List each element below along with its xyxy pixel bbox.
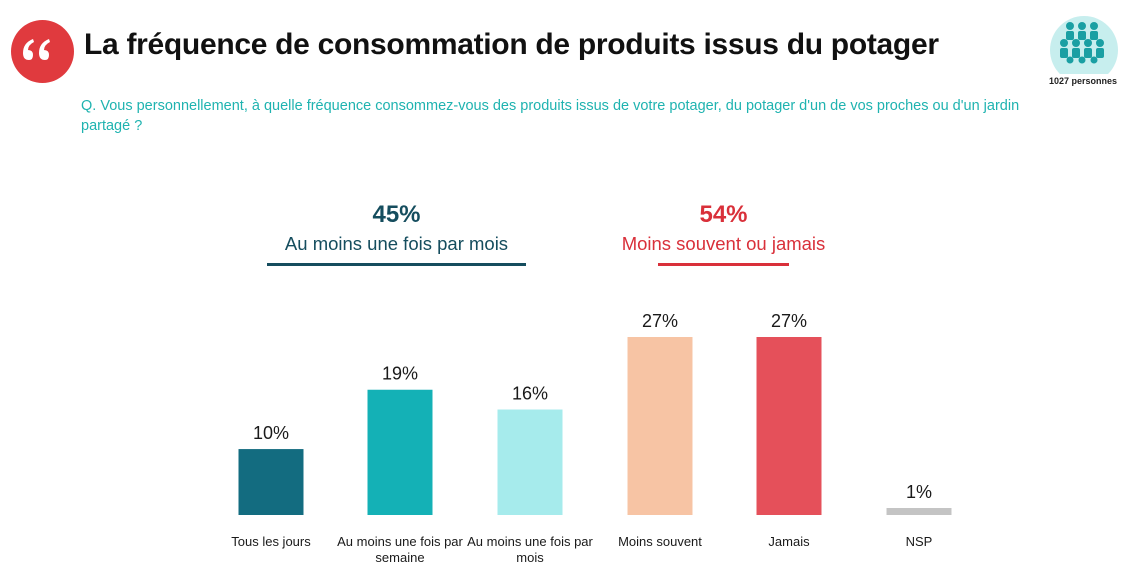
bar-3 bbox=[497, 409, 563, 515]
bar-2 bbox=[367, 389, 433, 515]
summary-group-less-often: 54% Moins souvent ou jamais bbox=[607, 201, 840, 266]
category-label: Tous les jours bbox=[231, 534, 311, 549]
bar-value-label: 19% bbox=[382, 364, 418, 384]
group-percentage: 54% bbox=[699, 201, 748, 228]
respondents-badge: 1027 personnes bbox=[1046, 12, 1120, 92]
group-underline bbox=[267, 263, 526, 266]
category-label: Au moins une fois par mois bbox=[467, 534, 593, 565]
quote-badge bbox=[11, 20, 74, 83]
survey-question: Q. Vous personnellement, à quelle fréque… bbox=[81, 98, 1020, 134]
group-percentage: 45% bbox=[372, 201, 421, 228]
bar-1 bbox=[238, 449, 304, 515]
category-label: Jamais bbox=[768, 534, 810, 549]
bar-4 bbox=[627, 337, 693, 515]
bar-value-label: 10% bbox=[253, 423, 289, 443]
bar-5 bbox=[756, 337, 822, 515]
category-label: NSP bbox=[905, 534, 933, 549]
summary-group-monthly: 45% Au moins une fois par mois bbox=[267, 201, 526, 266]
group-underline bbox=[658, 263, 789, 266]
bar-value-label: 16% bbox=[512, 384, 548, 404]
quote-icon bbox=[23, 39, 50, 60]
category-labels: Tous les jours Au moins une fois par sema… bbox=[0, 534, 1130, 574]
group-label: Moins souvent ou jamais bbox=[621, 233, 826, 254]
respondents-count: 1027 personnes bbox=[1046, 74, 1120, 89]
page-title: La fréquence de consommation de produits… bbox=[84, 28, 939, 61]
people-group-icon bbox=[1050, 16, 1118, 84]
bar-value-label: 1% bbox=[906, 482, 932, 502]
bar-value-label: 27% bbox=[771, 311, 807, 331]
category-label: Moins souvent bbox=[618, 534, 702, 549]
bar-chart: 10% 19% 16% 27% 27% 1% bbox=[238, 311, 952, 515]
bar-value-label: 27% bbox=[642, 311, 678, 331]
group-label: Au moins une fois par mois bbox=[284, 233, 509, 254]
category-label: Au moins une fois par semaine bbox=[337, 534, 463, 565]
bar-6 bbox=[886, 508, 952, 515]
